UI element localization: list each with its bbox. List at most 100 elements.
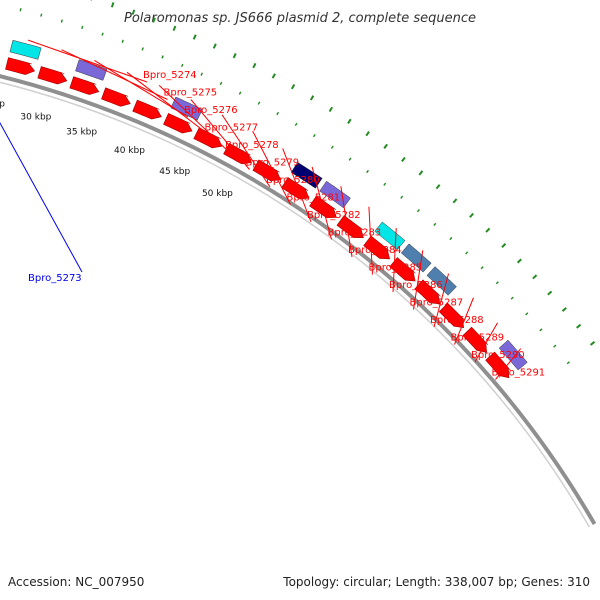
gene-label: Bpro_5273	[28, 273, 82, 284]
gene-label: Bpro_5283	[328, 228, 382, 239]
tick-mark	[525, 312, 529, 316]
tick-mark	[60, 19, 63, 23]
tick-mark	[110, 2, 115, 8]
gene-label: Bpro_5276	[184, 105, 238, 116]
tick-mark	[539, 328, 543, 332]
scale-label: 50 kbp	[202, 189, 233, 199]
leader-line	[413, 250, 424, 310]
tick-mark	[40, 13, 43, 17]
forward-gene-arrow	[252, 159, 281, 182]
gene-label: Bpro_5290	[471, 350, 525, 361]
backbone-inner	[0, 81, 590, 528]
forward-gene-arrow	[485, 351, 511, 379]
tick-mark	[400, 195, 404, 199]
scale-label: 25 kbp	[0, 100, 5, 110]
gene-label: Bpro_5280	[266, 175, 320, 186]
tick-mark	[192, 34, 197, 40]
leader-line	[126, 71, 209, 135]
leader-line	[190, 99, 250, 170]
tick-mark	[547, 290, 553, 296]
tick-mark	[121, 39, 124, 43]
gene-labels: Bpro_5273 Bpro_5274 Bpro_5275 Bpro_5276 Bpro…	[0, 39, 545, 380]
leader-line	[392, 228, 397, 293]
gene-label: Bpro_5284	[348, 245, 402, 256]
gene-label: Bpro_5288	[430, 315, 484, 326]
tick-mark	[257, 101, 261, 105]
scale-labels: 25 kbp 30 kbp 35 kbp 40 kbp 45 kbp 50 kbp	[0, 100, 233, 200]
forward-gene-arrow	[281, 177, 310, 200]
tick-mark	[232, 52, 237, 59]
tick-mark	[290, 84, 296, 90]
tick-mark	[348, 157, 352, 161]
tick-mark	[485, 227, 491, 233]
tick-mark	[589, 341, 596, 346]
tick-mark	[469, 212, 474, 218]
scale-label: 30 kbp	[20, 112, 51, 122]
tick-mark	[294, 122, 298, 127]
tick-mark	[516, 258, 522, 264]
tick-mark	[510, 296, 514, 300]
scale-label: 40 kbp	[114, 146, 145, 156]
backbone	[0, 74, 597, 528]
tick-mark	[383, 143, 388, 149]
forward-gene-arrow	[163, 113, 193, 134]
gene-label: Bpro_5279	[246, 158, 300, 169]
summary-text: Topology: circular; Length: 338,007 bp; …	[282, 575, 590, 589]
leader-line	[454, 297, 474, 345]
leader-line	[368, 206, 373, 275]
tick-mark	[328, 106, 334, 113]
tick-mark	[141, 47, 144, 51]
backbone-outer	[0, 74, 597, 526]
leader-line	[495, 348, 522, 380]
tick-mark	[276, 111, 280, 116]
forward-gene-arrow	[132, 99, 162, 120]
tick-mark	[81, 25, 84, 30]
map-title: Polaromonas sp. JS666 plasmid 2, complet…	[124, 11, 476, 26]
tick-mark	[366, 169, 369, 174]
gene-label: Bpro_5278	[225, 140, 279, 151]
tick-mark	[433, 222, 437, 226]
leader-line	[27, 39, 148, 83]
tick-mark	[180, 63, 184, 68]
gene-label: Bpro_5287	[410, 298, 464, 309]
gene-label: Bpro_5289	[451, 333, 505, 344]
tick-mark	[452, 198, 458, 204]
accession-text: Accession: NC_007950	[8, 575, 144, 589]
gene-label: Bpro_5275	[164, 88, 218, 99]
tick-mark	[465, 251, 469, 255]
tick-mark	[480, 266, 484, 270]
forward-gene-arrow	[69, 76, 100, 95]
forward-gene-arrow	[462, 326, 489, 353]
leader-line	[158, 84, 230, 153]
cog-annotation-block	[374, 221, 406, 251]
forward-gene-arrow	[37, 66, 68, 85]
tick-mark	[561, 307, 567, 312]
tick-mark	[401, 156, 406, 163]
gene-track	[5, 39, 528, 379]
tick-mark	[212, 43, 217, 49]
tick-mark	[383, 182, 387, 186]
cog-annotation-block	[426, 266, 457, 296]
leader-line	[311, 166, 332, 240]
forward-gene-arrow	[223, 142, 252, 165]
forward-gene-arrow	[438, 302, 465, 329]
leader-line	[0, 121, 83, 273]
tick-mark	[330, 145, 334, 149]
tick-mark	[101, 32, 104, 36]
gene-label: Bpro_5274	[143, 70, 197, 81]
tick-mark	[312, 133, 316, 138]
tick-mark	[532, 274, 538, 280]
tick-mark	[418, 170, 424, 176]
leader-line	[221, 114, 271, 188]
scale-label: 35 kbp	[66, 127, 97, 137]
leader-line	[433, 273, 450, 328]
tick-mark	[19, 8, 22, 12]
gene-label: Bpro_5282	[307, 210, 361, 221]
tick-mark	[152, 17, 156, 23]
tick-mark	[131, 9, 136, 15]
tick-mark	[238, 91, 242, 95]
tick-mark	[219, 81, 223, 86]
tick-mark	[495, 281, 499, 285]
tick-mark	[172, 25, 177, 32]
